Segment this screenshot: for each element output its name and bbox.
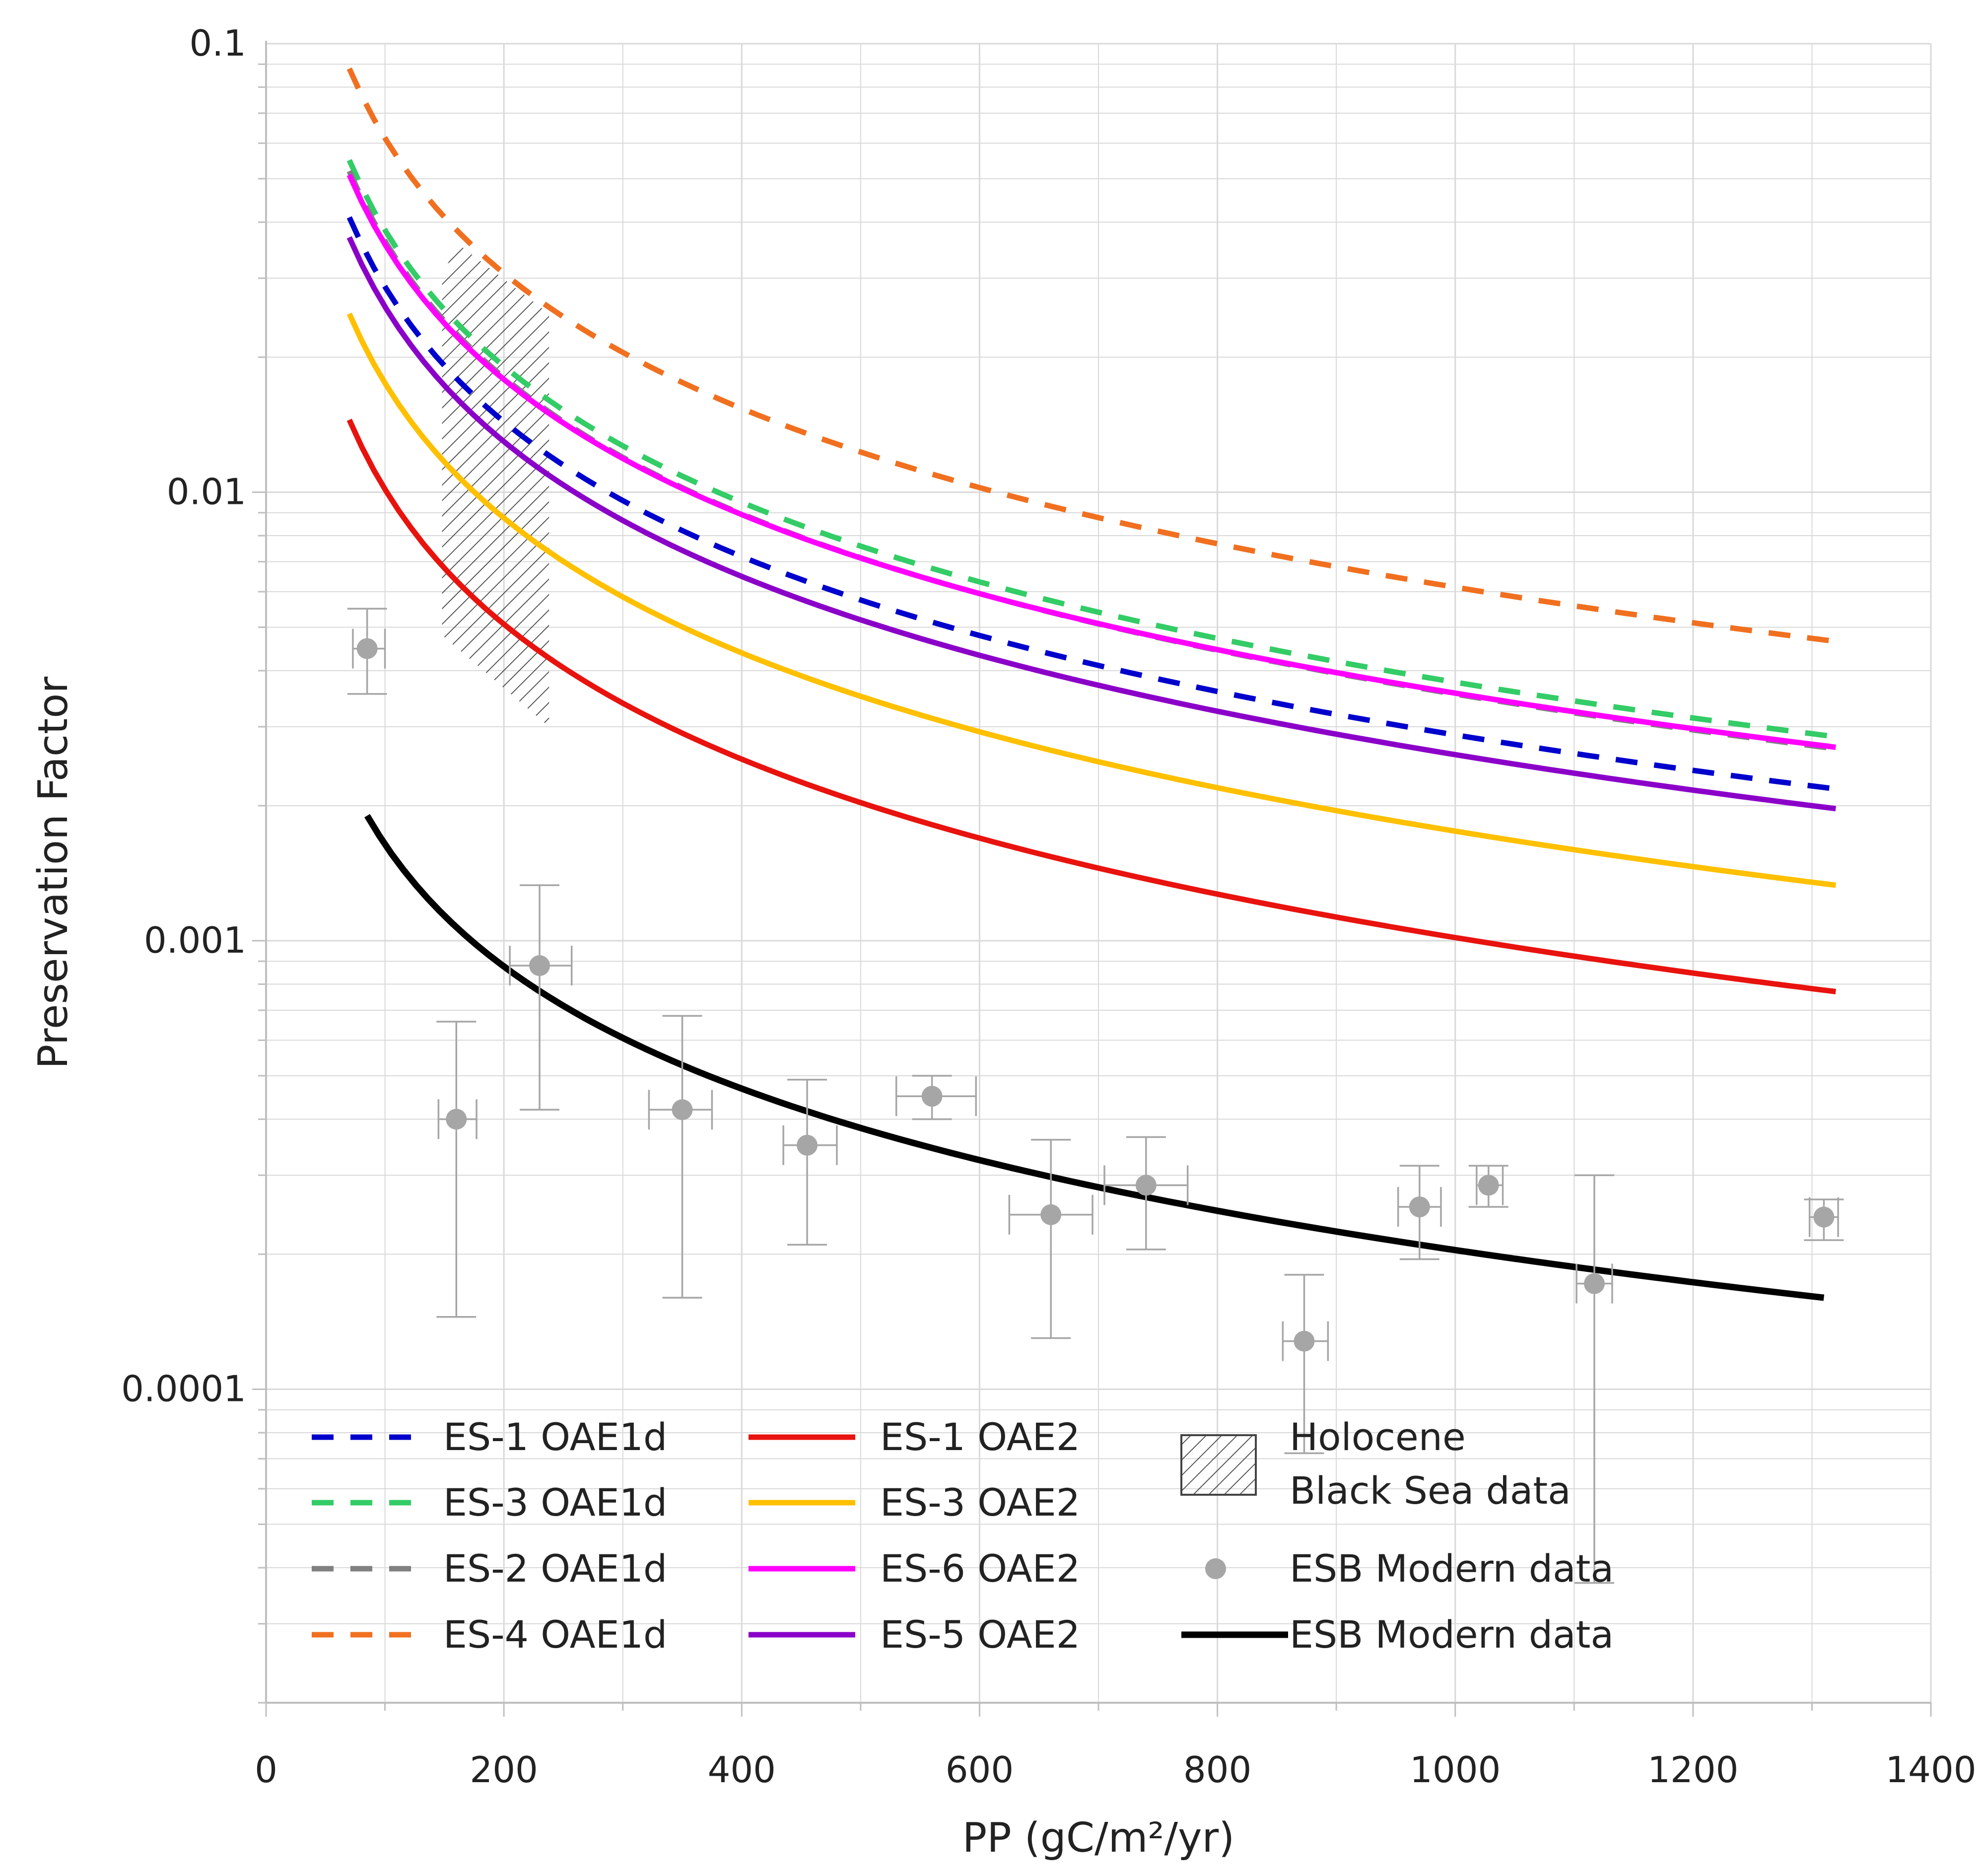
data-point	[356, 638, 378, 659]
x-tick-label: 1000	[1410, 1749, 1501, 1791]
y-tick-label: 0.001	[144, 919, 246, 961]
data-point-group	[1574, 1174, 1615, 1584]
legend-swatch-hatch	[1180, 1434, 1257, 1496]
legend-item-es-6-oae2: ES-6 OAE2	[749, 1546, 1080, 1591]
data-point	[529, 955, 550, 976]
legend-item-es-3-oae2: ES-3 OAE2	[749, 1480, 1080, 1525]
legend-item-es-1-oae2: ES-1 OAE2	[749, 1415, 1080, 1459]
scatter-layer	[347, 608, 1844, 1584]
legend-swatch-marker	[1205, 1558, 1226, 1579]
legend-label: ES-4 OAE1d	[443, 1612, 667, 1657]
y-tick-label: 0.01	[167, 471, 246, 512]
x-tick-label: 600	[946, 1749, 1014, 1791]
data-point-group	[347, 608, 387, 695]
data-point-group	[1103, 1136, 1189, 1251]
data-point	[1478, 1175, 1499, 1196]
legend-label: ES-5 OAE2	[880, 1612, 1080, 1657]
data-point-group	[1397, 1165, 1442, 1260]
data-point	[1294, 1330, 1315, 1352]
legend: ES-1 OAE1d ES-3 OAE1d ES-2 OAE1d ES-4 OAE1d…	[312, 1415, 1614, 1657]
legend-item-holocene: Holocene Black Sea data	[1180, 1415, 1571, 1513]
data-point	[797, 1134, 818, 1156]
axes: 0 200 400 600 800 1000 1200 1400 0.0001 0.001 0.01…	[121, 22, 1977, 1791]
legend-item-es-1-oae1d: ES-1 OAE1d	[312, 1415, 667, 1459]
data-point-group	[1008, 1139, 1094, 1339]
data-point-group	[782, 1079, 838, 1246]
series-line-es-5-oae2	[346, 236, 1836, 812]
x-axis-title: PP (gC/m²/yr)	[962, 1814, 1235, 1862]
data-point	[921, 1086, 943, 1107]
x-tick-label: 200	[470, 1749, 538, 1791]
x-tick-label: 0	[255, 1749, 277, 1791]
data-point-group	[648, 1015, 713, 1299]
data-point	[1584, 1273, 1605, 1294]
holocene-black-sea-region	[442, 242, 549, 727]
series-line-es-6-oae2	[346, 173, 1837, 750]
data-point-group	[1804, 1197, 1844, 1241]
data-point-group	[895, 1075, 977, 1120]
gridlines	[266, 43, 1932, 1703]
data-point	[446, 1109, 467, 1130]
legend-item-esb-modern-data: ESB Modern data	[1205, 1546, 1614, 1591]
legend-label: ES-1 OAE1d	[443, 1415, 667, 1459]
series-line-es-3-oae1d	[346, 159, 1836, 740]
x-tick-label: 800	[1183, 1749, 1251, 1791]
data-point	[672, 1099, 693, 1120]
legend-label: ES-3 OAE2	[880, 1480, 1080, 1525]
y-tick-label: 0.1	[189, 22, 246, 64]
series-line-esb-modern-data	[364, 814, 1825, 1301]
data-point-group	[436, 1021, 478, 1318]
legend-label: ESB Modern data	[1290, 1612, 1614, 1657]
x-tick-label: 1200	[1647, 1749, 1738, 1791]
series-line-es-1-oae1d	[346, 216, 1836, 792]
x-tick-label: 1400	[1885, 1749, 1976, 1791]
legend-label: ES-1 OAE2	[880, 1415, 1080, 1459]
legend-label: ES-2 OAE1d	[443, 1546, 667, 1591]
series-line-es-3-oae2	[346, 312, 1836, 888]
y-axis-title: Preservation Factor	[30, 677, 77, 1069]
legend-item-es-3-oae1d: ES-3 OAE1d	[312, 1480, 667, 1525]
x-tick-label: 400	[708, 1749, 776, 1791]
legend-label: Holocene	[1290, 1415, 1466, 1459]
data-point	[1135, 1175, 1157, 1196]
data-point	[1813, 1206, 1835, 1228]
data-point	[1040, 1204, 1062, 1225]
series-line-es-4-oae1d	[346, 67, 1836, 644]
legend-label: ESB Modern data	[1290, 1546, 1614, 1591]
data-point-group	[1282, 1274, 1329, 1455]
data-point	[1409, 1196, 1430, 1218]
legend-label: ES-6 OAE2	[880, 1546, 1080, 1591]
legend-label: ES-3 OAE1d	[443, 1480, 667, 1525]
legend-item-es-5-oae2: ES-5 OAE2	[749, 1612, 1080, 1657]
data-point-group	[1468, 1165, 1508, 1208]
y-tick-label: 0.0001	[121, 1368, 246, 1409]
series-line-es-1-oae2	[346, 418, 1836, 994]
data-point-group	[509, 884, 573, 1111]
legend-item-es-4-oae1d: ES-4 OAE1d	[312, 1612, 667, 1657]
hatched-region-layer	[442, 242, 549, 727]
legend-item-esb-modern-data: ESB Modern data	[1181, 1612, 1614, 1657]
series-layer	[346, 67, 1837, 1301]
legend-label-line2: Black Sea data	[1290, 1468, 1571, 1513]
legend-item-es-2-oae1d: ES-2 OAE1d	[312, 1546, 667, 1591]
